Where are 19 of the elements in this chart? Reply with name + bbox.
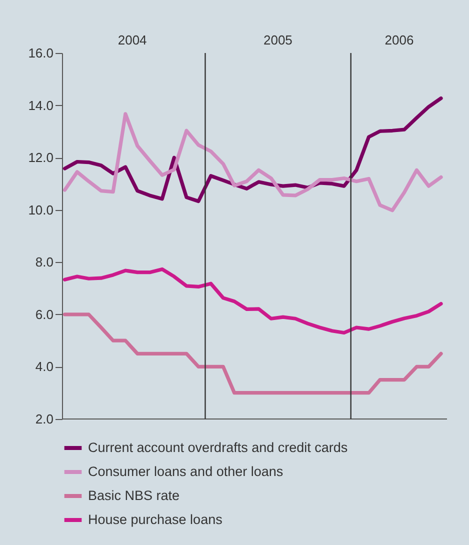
line-series	[62, 96, 443, 204]
line-series	[62, 312, 443, 395]
y-tick-label: 6.0	[35, 306, 54, 322]
x-tick-label: 2006	[384, 32, 414, 48]
y-tick-label: 14.0	[28, 98, 54, 113]
x-tick-label: 2004	[118, 32, 147, 48]
legend-label: House purchase loans	[88, 512, 223, 527]
line-series	[62, 112, 443, 212]
y-tick-label: 8.0	[35, 254, 54, 270]
y-tick-label: 2.0	[35, 412, 54, 426]
x-tick-label: 2005	[263, 32, 292, 48]
y-tick-label: 12.0	[28, 150, 54, 166]
legend-label: Basic NBS rate	[88, 488, 180, 503]
y-tick-label: 10.0	[28, 202, 54, 218]
legend-label: Consumer loans and other loans	[88, 464, 284, 479]
line-series	[62, 267, 443, 335]
y-tick-label: 4.0	[35, 359, 54, 374]
legend-label: Current account overdrafts and credit cards	[88, 440, 348, 455]
y-tick-label: 16.0	[28, 46, 54, 60]
